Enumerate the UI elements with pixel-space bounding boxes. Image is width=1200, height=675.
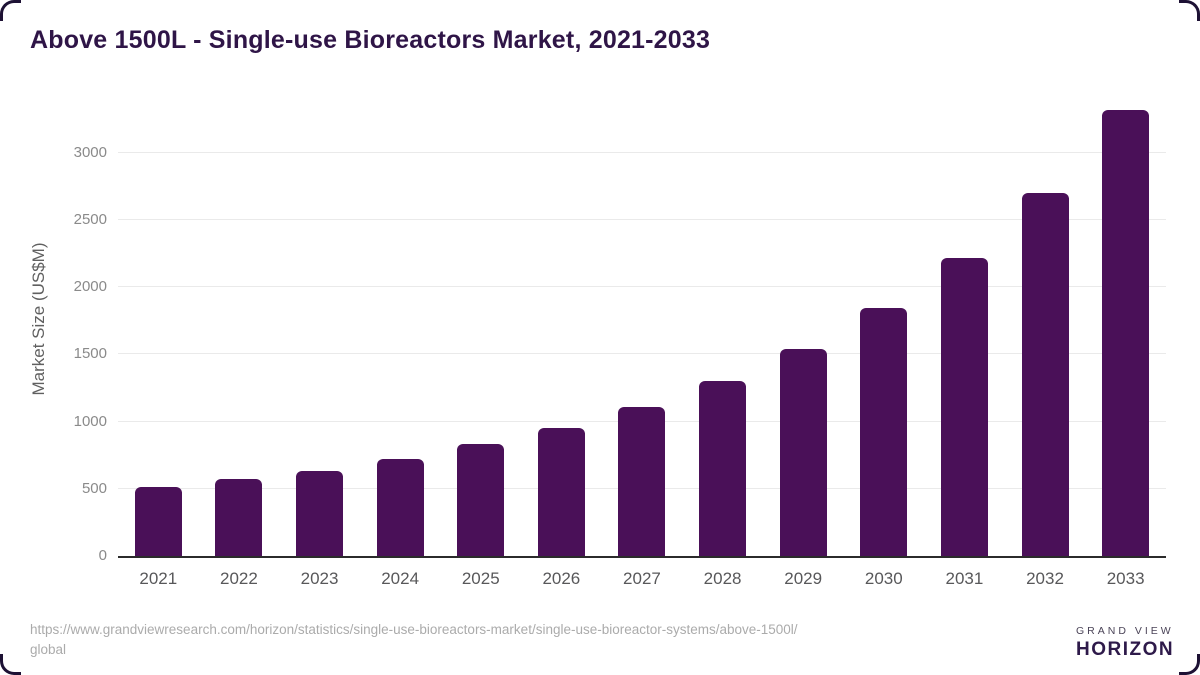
x-tick-label-2030: 2030	[864, 569, 903, 588]
x-tick-label-2029: 2029	[784, 569, 823, 588]
bar-slot-2031	[924, 95, 1005, 556]
bar-2026[interactable]	[537, 427, 585, 556]
plot-area	[118, 95, 1166, 558]
bar-slot-2023	[279, 95, 360, 556]
bar-slot-2029	[763, 95, 844, 556]
logo-reflection-stripe-2	[1037, 650, 1049, 654]
bar-2033[interactable]	[1102, 109, 1150, 556]
bar-2024[interactable]	[376, 458, 424, 556]
logo-text-grand-view: GRAND VIEW	[1076, 625, 1174, 637]
y-tick-label-2500: 2500	[73, 211, 107, 228]
bar-2030[interactable]	[860, 308, 908, 556]
gridline-2000	[118, 286, 1166, 288]
x-tick-label-2028: 2028	[703, 569, 742, 588]
gridline-2500	[118, 219, 1166, 220]
logo-reflection-stripe-1	[1034, 645, 1052, 649]
y-tick-label-3000: 3000	[73, 143, 107, 161]
grand-view-horizon-logo: GRAND VIEW HORIZON	[1020, 620, 1174, 666]
bar-slot-2030	[843, 95, 924, 556]
logo-sun-dome	[1031, 631, 1055, 643]
card-corner-top-right	[1179, 0, 1200, 21]
bar-slot-2028	[682, 95, 763, 556]
bar-2028[interactable]	[699, 381, 747, 556]
x-tick-label-2024: 2024	[381, 569, 420, 588]
y-axis-tick-labels: 0 500 1000 1500 2000 2500 3000	[0, 95, 107, 564]
bar-slot-2025	[440, 95, 521, 556]
source-url-line-1: https://www.grandviewresearch.com/horizo…	[30, 622, 798, 637]
x-tick-label-2022: 2022	[220, 569, 258, 588]
x-tick-label-2025: 2025	[461, 569, 500, 588]
bar-slot-2026	[521, 95, 602, 556]
bar-2022[interactable]	[215, 478, 263, 556]
card-corner-top-left	[0, 0, 21, 21]
source-url: https://www.grandviewresearch.com/horizo…	[30, 620, 970, 660]
logo-text: GRAND VIEW HORIZON	[1076, 625, 1174, 661]
x-tick-label-2027: 2027	[623, 569, 661, 588]
y-tick-label-2000: 2000	[73, 278, 107, 296]
bar-slot-2024	[360, 95, 441, 556]
card-corner-bottom-left	[0, 654, 21, 675]
bar-2029[interactable]	[779, 349, 827, 556]
y-tick-label-0: 0	[98, 547, 107, 564]
y-tick-label-1500: 1500	[73, 345, 107, 363]
x-tick-label-2033: 2033	[1106, 569, 1145, 588]
bar-2021[interactable]	[134, 487, 182, 556]
bar-slot-2022	[199, 95, 280, 556]
x-tick-label-2031: 2031	[945, 569, 984, 588]
bar-2031[interactable]	[940, 257, 988, 556]
y-tick-label-500: 500	[81, 479, 107, 497]
bar-2023[interactable]	[296, 471, 344, 556]
bar-2032[interactable]	[1021, 193, 1069, 556]
bar-slot-2021	[118, 95, 199, 556]
chart-title: Above 1500L - Single-use Bioreactors Mar…	[30, 26, 711, 54]
card-corner-bottom-right	[1179, 654, 1200, 675]
bar-slot-2033	[1085, 95, 1166, 556]
bar-2027[interactable]	[618, 406, 666, 556]
x-axis-tick-labels: 2021 2022 2023 2024 2025 2026 2027 2028 2029 2030…	[118, 567, 1166, 591]
gridline-1500	[118, 353, 1166, 355]
logo-text-horizon: HORIZON	[1076, 639, 1175, 660]
gridline-3000	[118, 151, 1166, 153]
x-tick-label-2026: 2026	[542, 569, 581, 588]
bars-row	[118, 95, 1166, 556]
source-url-line-2: global	[30, 642, 67, 657]
x-tick-label-2023: 2023	[300, 569, 339, 588]
bar-slot-2032	[1005, 95, 1086, 556]
horizon-sun-icon	[1020, 620, 1066, 666]
bar-slot-2027	[602, 95, 683, 556]
y-tick-label-1000: 1000	[73, 412, 107, 430]
x-tick-label-2032: 2032	[1026, 569, 1064, 588]
bar-2025[interactable]	[457, 444, 505, 556]
x-tick-label-2021: 2021	[139, 569, 178, 588]
